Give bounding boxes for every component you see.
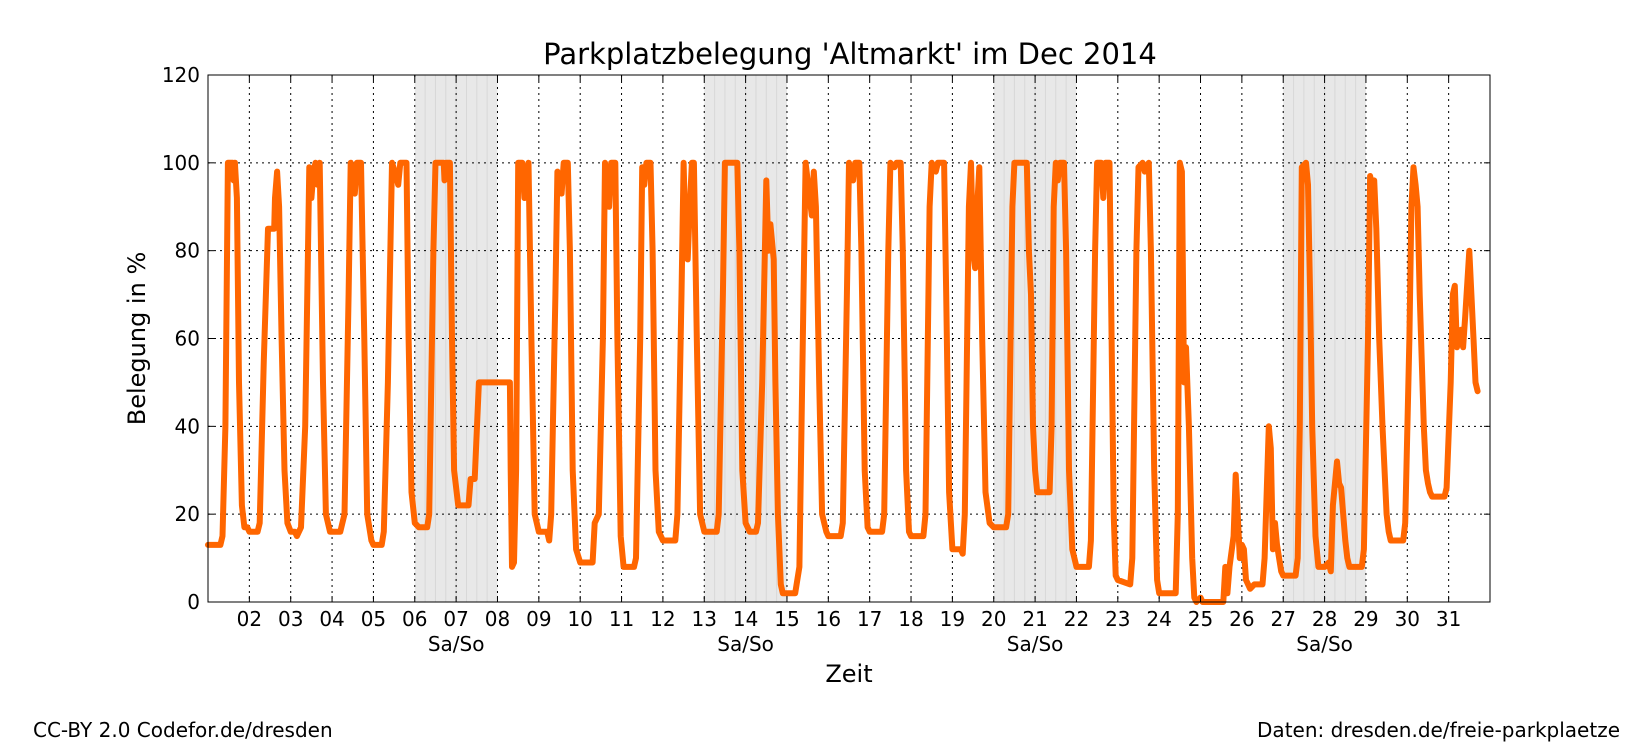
series-layer: [205, 159, 1481, 605]
x-tick-label: 30: [1395, 607, 1420, 631]
weekend-label: Sa/So: [1296, 632, 1353, 656]
y-tick-label: 60: [175, 327, 200, 351]
x-tick-label: 27: [1270, 607, 1295, 631]
x-tick-label: 29: [1353, 607, 1378, 631]
x-tick-label: 15: [774, 607, 799, 631]
x-tick-label: 04: [319, 607, 344, 631]
axis-ticks: 0 20 40 60 80 100 120 02 03 04 05 06 07 08 09 10 11 12 13 1…: [162, 63, 1490, 656]
x-tick-label: 10: [567, 607, 592, 631]
x-tick-label: 22: [1064, 607, 1089, 631]
x-tick-label: 26: [1229, 607, 1254, 631]
x-tick-label: 08: [485, 607, 510, 631]
x-tick-label: 03: [278, 607, 303, 631]
x-tick-label: 09: [526, 607, 551, 631]
weekend-label: Sa/So: [428, 632, 485, 656]
x-tick-label: 19: [940, 607, 965, 631]
data-source-note: Daten: dresden.de/freie-parkplaetze: [1257, 718, 1620, 742]
y-tick-label: 40: [175, 414, 200, 438]
x-tick-label: 23: [1105, 607, 1130, 631]
x-tick-label: 11: [609, 607, 634, 631]
chart-title: Parkplatzbelegung 'Altmarkt' im Dec 2014: [543, 37, 1157, 71]
weekend-label: Sa/So: [1007, 632, 1064, 656]
x-tick-label: 16: [816, 607, 841, 631]
x-tick-label: 25: [1188, 607, 1213, 631]
y-axis-title: Belegung in %: [123, 252, 151, 426]
x-tick-label: 14: [733, 607, 758, 631]
x-tick-label: 28: [1312, 607, 1337, 631]
x-tick-label: 06: [402, 607, 427, 631]
y-tick-label: 0: [187, 590, 200, 614]
x-tick-label: 02: [237, 607, 262, 631]
series-line: [205, 159, 1481, 605]
y-tick-label: 100: [162, 151, 200, 175]
x-tick-label: 24: [1146, 607, 1171, 631]
y-tick-label: 80: [175, 239, 200, 263]
x-tick-label: 07: [443, 607, 468, 631]
x-tick-label: 05: [361, 607, 386, 631]
weekend-label: Sa/So: [717, 632, 774, 656]
y-tick-label: 20: [175, 502, 200, 526]
x-tick-label: 18: [898, 607, 923, 631]
x-tick-label: 13: [692, 607, 717, 631]
x-tick-label: 17: [857, 607, 882, 631]
x-tick-label: 12: [650, 607, 675, 631]
x-tick-label: 21: [1022, 607, 1047, 631]
x-tick-label: 20: [981, 607, 1006, 631]
x-tick-label: 31: [1436, 607, 1461, 631]
license-note: CC-BY 2.0 Codefor.de/dresden: [33, 718, 333, 742]
y-tick-label: 120: [162, 63, 200, 87]
x-axis-title: Zeit: [825, 660, 872, 688]
